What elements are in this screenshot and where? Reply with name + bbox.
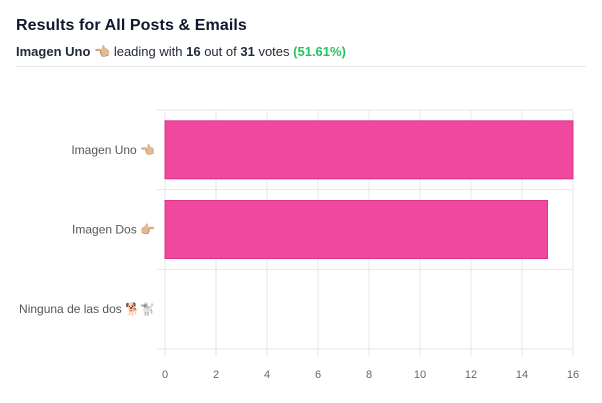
out-of-text: out of <box>204 44 237 59</box>
x-tick-label: 10 <box>414 369 426 381</box>
leading-with-text: leading with <box>113 44 183 59</box>
leader-percent: (51.61%) <box>293 44 346 59</box>
x-tick-label: 0 <box>162 369 168 381</box>
x-tick-label: 6 <box>315 369 321 381</box>
leader-name: Imagen Uno 👈🏼 <box>16 44 111 59</box>
x-tick-label: 14 <box>516 369 528 381</box>
x-tick-label: 2 <box>213 369 219 381</box>
x-tick-label: 12 <box>465 369 477 381</box>
bar <box>164 200 548 259</box>
results-header: Results for All Posts & Emails Imagen Un… <box>16 17 586 60</box>
votes-text: votes <box>258 44 290 59</box>
category-label: Imagen Dos 👉🏼 <box>72 223 155 237</box>
category-label: Ninguna de las dos 🐕🐩 <box>19 301 155 316</box>
x-tick-label: 4 <box>264 369 270 381</box>
header-divider <box>16 66 586 67</box>
total-votes: 31 <box>240 44 255 59</box>
x-tick-label: 16 <box>567 369 579 381</box>
page-title: Results for All Posts & Emails <box>16 17 247 34</box>
bar <box>164 120 574 180</box>
leader-votes: 16 <box>186 44 201 59</box>
leader-summary: Imagen Uno 👈🏼 leading with 16 out of 31 … <box>16 44 586 60</box>
x-tick-label: 8 <box>366 369 372 381</box>
category-label: Imagen Uno 👈🏼 <box>71 143 155 157</box>
